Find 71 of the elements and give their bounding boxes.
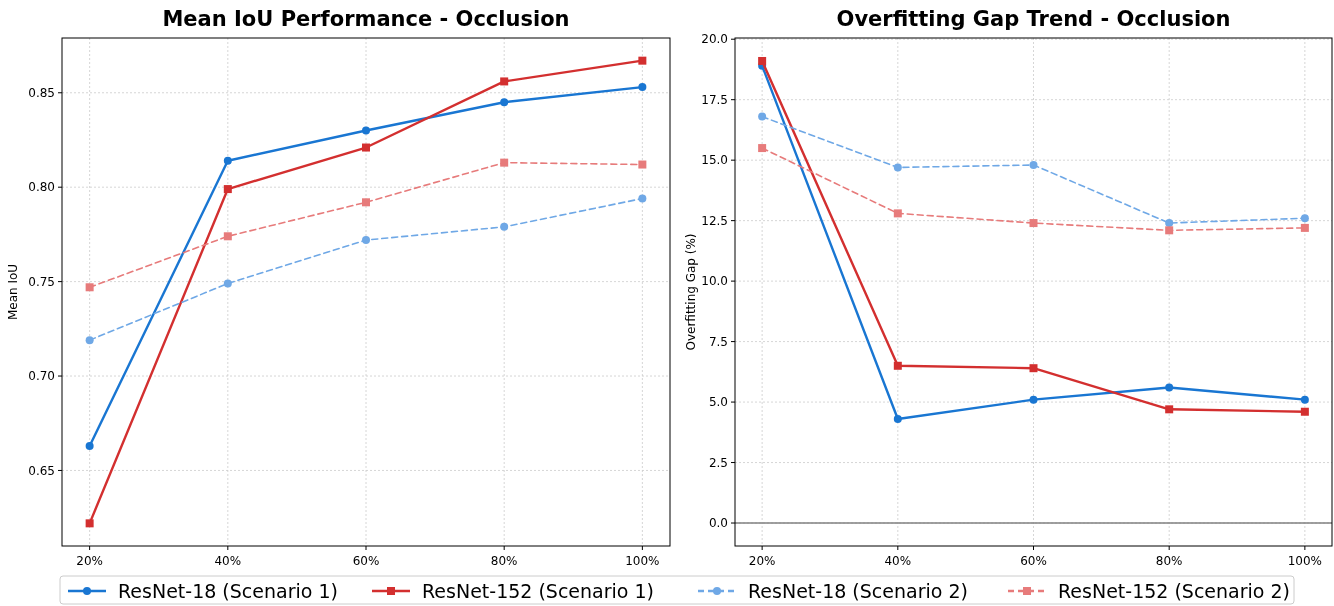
point	[85, 336, 94, 345]
point	[1300, 223, 1309, 232]
point	[85, 441, 94, 450]
point	[893, 163, 902, 172]
y-tick-label: 0.65	[28, 463, 55, 478]
point	[223, 232, 232, 241]
point	[1300, 407, 1309, 416]
y-tick-label: 0.80	[28, 180, 55, 195]
point	[893, 209, 902, 218]
point	[1029, 364, 1038, 373]
point	[1029, 161, 1038, 169]
x-tick-label: 100%	[1287, 554, 1323, 568]
point	[1029, 395, 1038, 404]
point	[638, 83, 647, 92]
y-tick-label: 15.0	[701, 153, 728, 168]
point	[362, 236, 370, 245]
point	[638, 194, 647, 203]
y-tick-label: 5.0	[708, 395, 728, 410]
point	[500, 222, 509, 231]
x-tick-label: 60%	[1020, 554, 1047, 568]
y-tick-label: 0.0	[708, 516, 728, 531]
point	[1165, 405, 1174, 414]
point	[223, 185, 232, 194]
x-tick-label: 80%	[1155, 554, 1183, 568]
y-tick-label: 2.5	[708, 455, 728, 470]
x-tick-label: 40%	[884, 554, 912, 568]
x-tick-label: 40%	[214, 554, 242, 568]
point	[638, 56, 647, 65]
point	[1165, 226, 1174, 235]
y-tick-label: 0.70	[28, 369, 55, 384]
y-axis-title: Mean IoU	[6, 263, 20, 321]
point	[500, 98, 509, 107]
y-tick-label: 12.5	[701, 213, 728, 228]
point	[362, 143, 370, 152]
x-tick-label: 20%	[748, 554, 776, 568]
point	[223, 279, 232, 288]
point	[85, 519, 94, 528]
point	[638, 160, 647, 169]
y-tick-label: 17.5	[701, 92, 728, 107]
y-tick-label: 0.75	[28, 274, 55, 289]
x-tick-label: 100%	[625, 554, 660, 568]
point	[85, 283, 94, 292]
point	[1300, 214, 1309, 223]
x-tick-label: 60%	[352, 554, 380, 568]
y-tick-label: 10.0	[701, 274, 728, 289]
y-tick-label: 0.85	[28, 85, 55, 100]
point	[500, 158, 509, 167]
y-tick-label: 7.5	[708, 334, 728, 349]
legend-label: ResNet-152 (Scenario 2)	[1058, 579, 1290, 602]
point	[758, 144, 767, 153]
point	[1029, 219, 1038, 228]
x-tick-label: 80%	[490, 554, 518, 568]
point	[223, 156, 232, 165]
point	[893, 415, 902, 423]
x-tick-label: 20%	[76, 554, 103, 568]
point	[1165, 383, 1174, 392]
y-tick-label: 20.0	[701, 32, 728, 47]
point	[1300, 395, 1309, 404]
chart-title: Mean IoU Performance - Occlusion	[162, 7, 570, 31]
legend-label: ResNet-152 (Scenario 1)	[422, 579, 654, 602]
point	[500, 77, 509, 86]
point	[893, 361, 902, 370]
chart-title: Overfitting Gap Trend - Occlusion	[836, 7, 1231, 31]
legend-label: ResNet-18 (Scenario 1)	[118, 579, 338, 602]
point	[758, 56, 767, 65]
legend-label: ResNet-18 (Scenario 2)	[748, 579, 968, 602]
point	[1165, 219, 1174, 228]
point	[362, 198, 370, 207]
y-axis-title: Overfitting Gap (%)	[684, 233, 698, 351]
point	[758, 112, 767, 121]
point	[362, 126, 370, 135]
